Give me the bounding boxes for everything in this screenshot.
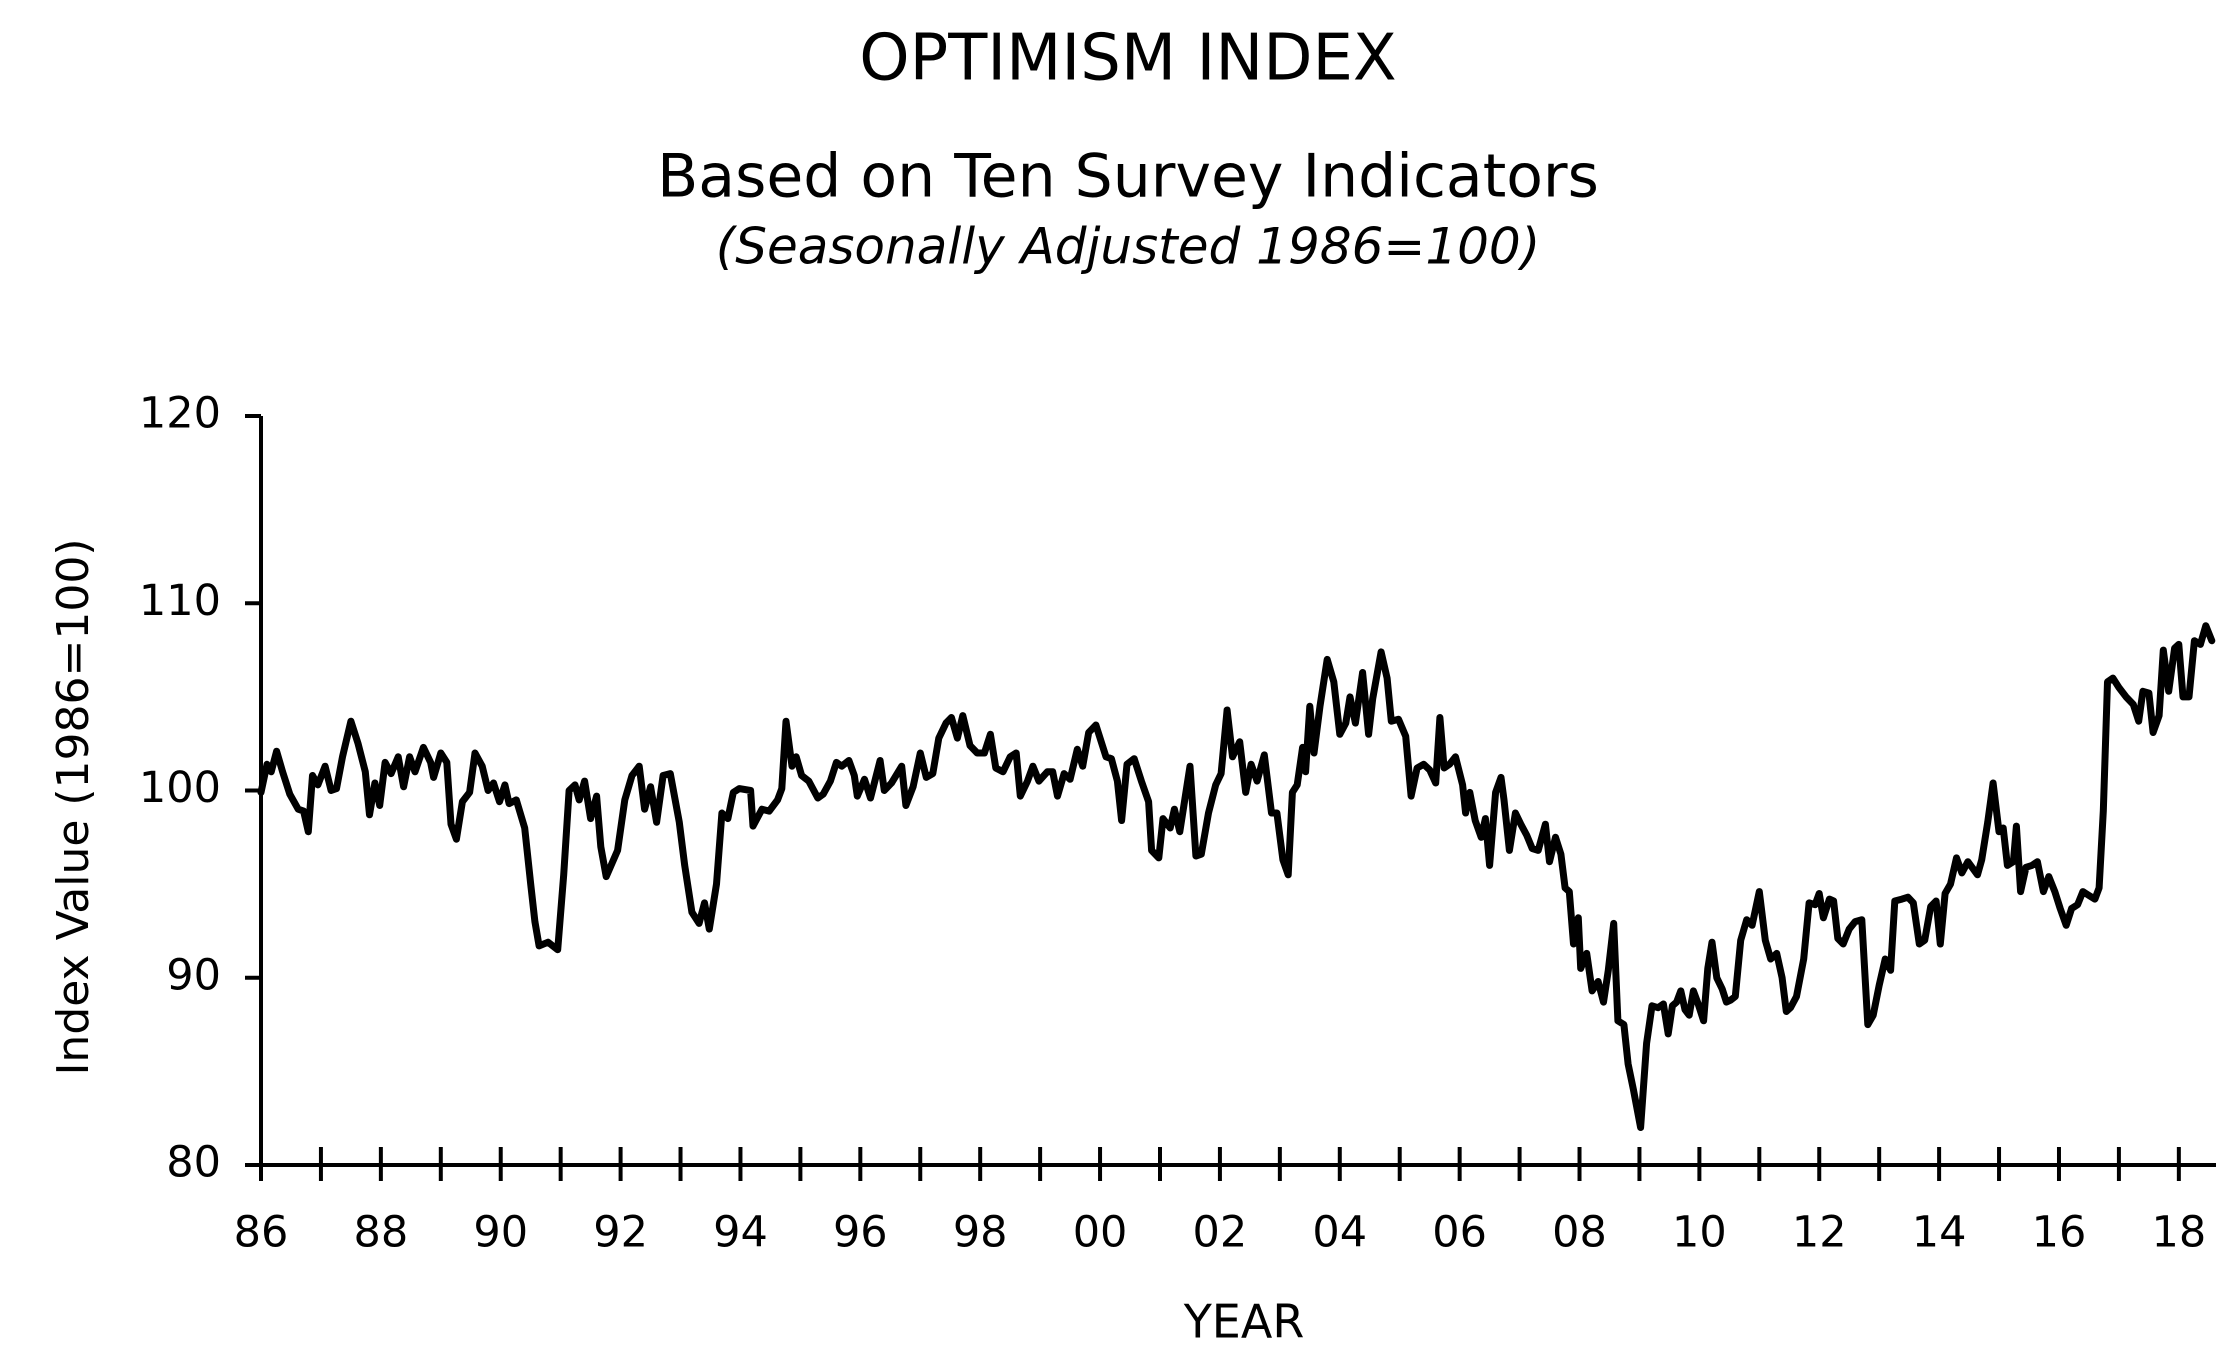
y-tick-label: 100 [139,763,221,813]
x-tick-label: 08 [1552,1208,1607,1258]
chart-title: OPTIMISM INDEX [859,22,1397,96]
y-tick-label: 90 [166,950,221,1000]
x-tick-label: 12 [1792,1208,1847,1258]
chart-subtitle: Based on Ten Survey Indicators [657,142,1599,212]
x-tick-label: 96 [833,1208,888,1258]
chart-note: (Seasonally Adjusted 1986=100) [716,218,1541,276]
x-tick-label: 86 [234,1208,289,1258]
x-tick-label: 92 [593,1208,648,1258]
x-tick-label: 18 [2151,1208,2206,1258]
y-axis-label: Index Value (1986=100) [48,538,99,1075]
index-line [257,622,2216,1131]
x-tick-label: 10 [1672,1208,1727,1258]
x-axis-label: YEAR [1183,1295,1305,1349]
x-tick-label: 16 [2032,1208,2087,1258]
x-tick-label: 06 [1432,1208,1487,1258]
x-tick-label: 04 [1312,1208,1367,1258]
y-tick-label: 110 [139,576,221,626]
x-tick-label: 02 [1193,1208,1248,1258]
y-tick-label: 80 [166,1138,221,1188]
y-tick-label: 120 [139,389,221,439]
x-tick-label: 94 [713,1208,768,1258]
x-tick-label: 00 [1073,1208,1128,1258]
x-tick-label: 88 [354,1208,409,1258]
x-tick-label: 90 [473,1208,528,1258]
x-tick-label: 14 [1912,1208,1967,1258]
x-tick-label: 98 [953,1208,1008,1258]
